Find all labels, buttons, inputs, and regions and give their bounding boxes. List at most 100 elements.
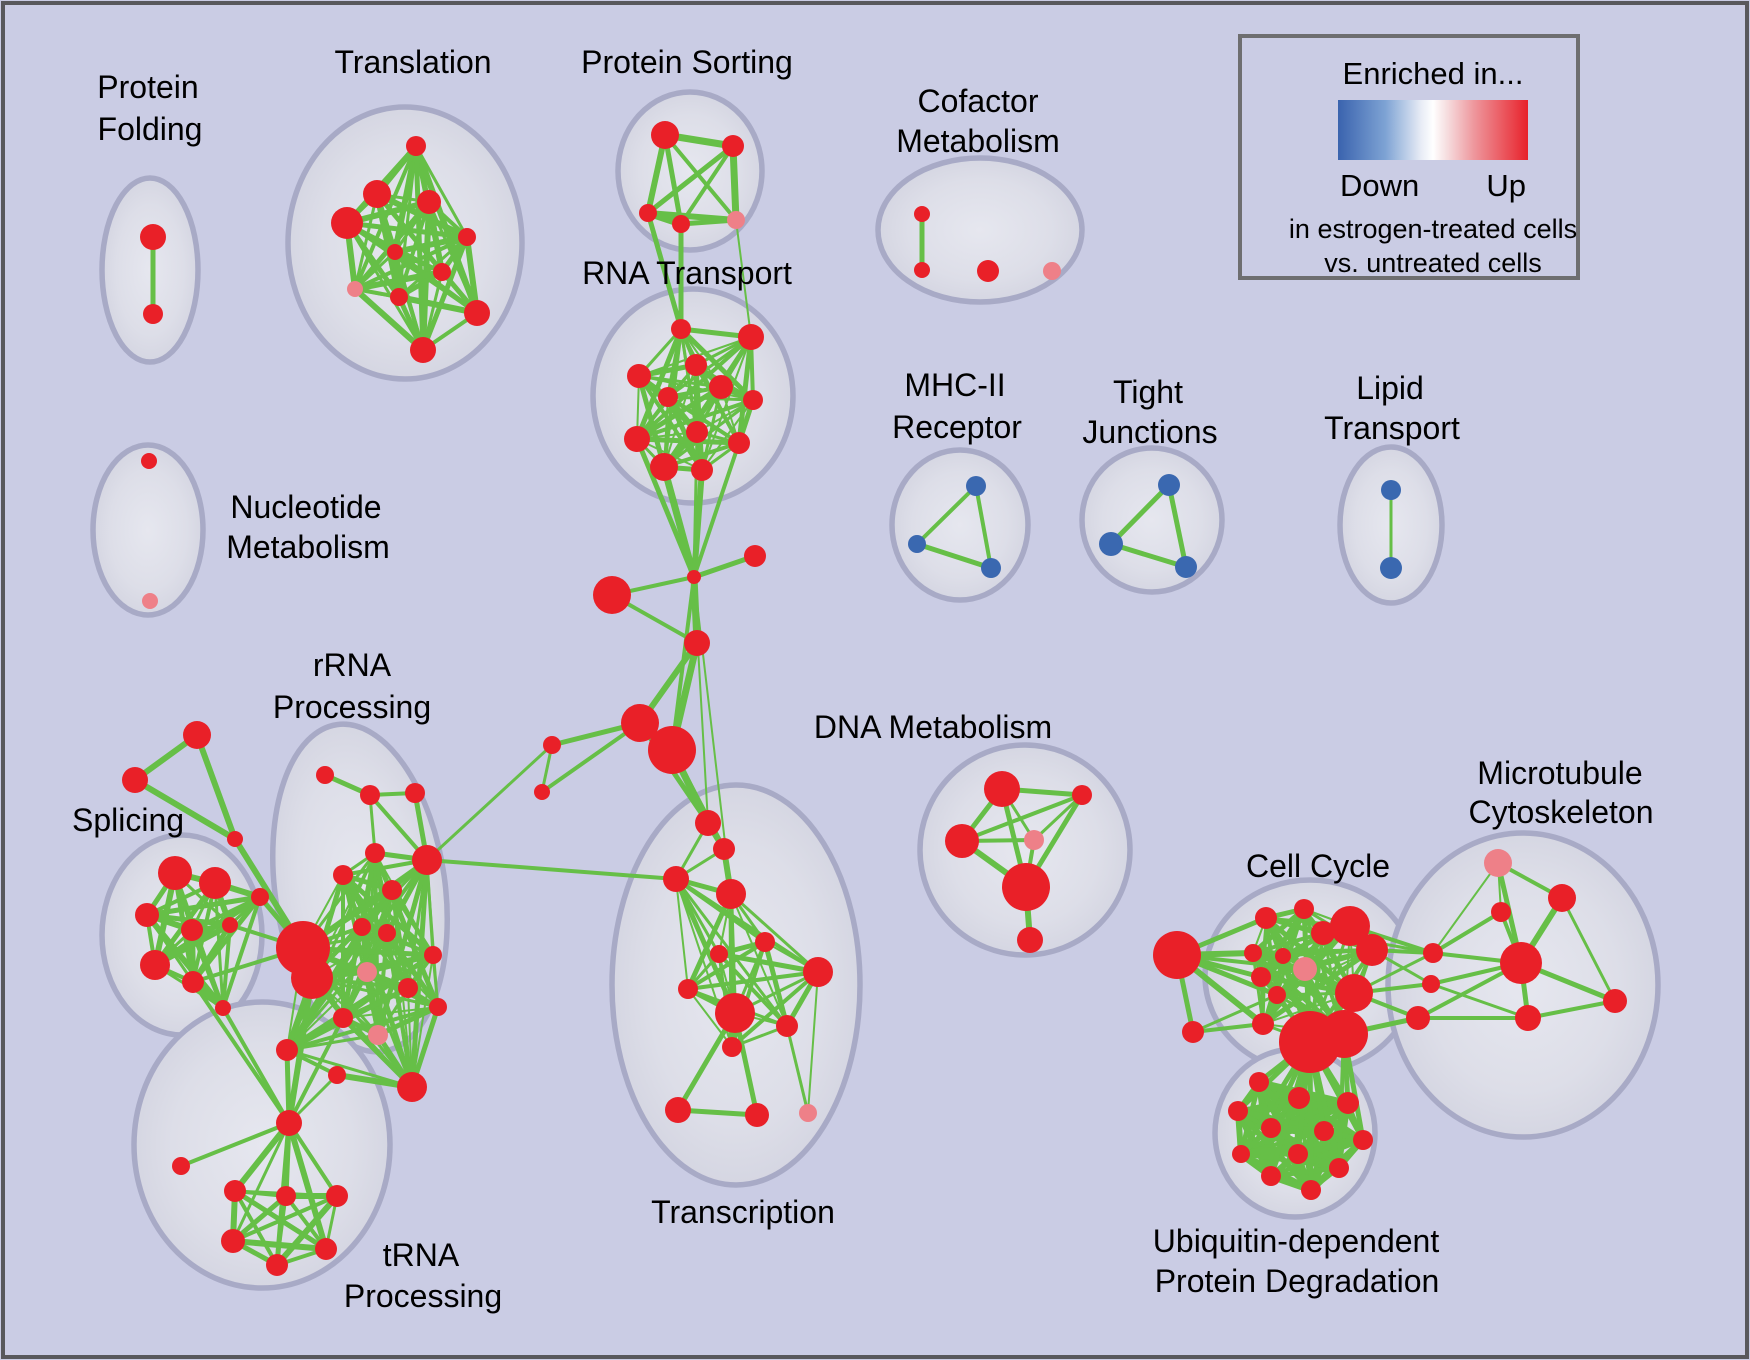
edge-y4-y7 [1250, 906, 1307, 956]
gene-set-node-rr16 [429, 998, 447, 1016]
gene-set-node-t5 [458, 228, 476, 246]
gene-set-node-s2 [199, 867, 231, 899]
edge-mt4-mt5 [1526, 999, 1617, 1020]
gene-set-node-r4 [627, 364, 651, 388]
gene-set-node-s8 [215, 1000, 231, 1016]
edge-tri1-tri3 [194, 732, 238, 842]
edge-rr17-H2 [311, 977, 413, 1088]
edge-t5-t11 [420, 234, 470, 353]
gene-set-node-rr3 [405, 783, 425, 803]
gene-set-node-ct1 [1423, 943, 1443, 963]
gene-set-node-tx5 [755, 932, 775, 952]
cluster-label-tight-junctions-line1: Tight [1113, 374, 1183, 410]
edge-rr12-rr16 [342, 1006, 439, 1019]
gene-set-node-s5 [222, 917, 238, 933]
edge-ct1-mtp [1432, 862, 1499, 954]
gene-set-node-u4 [1228, 1101, 1248, 1121]
gene-set-node-r2 [738, 324, 764, 350]
gene-set-node-tx2 [713, 838, 735, 860]
cluster-label-microtubule-cytoskeleton-line2: Cytoskeleton [1469, 794, 1654, 830]
gene-set-node-rr6 [333, 865, 353, 885]
cluster-label-trna-processing-line1: tRNA [383, 1237, 460, 1273]
edge-tn2-tn5 [284, 1194, 328, 1251]
gene-set-node-r8 [686, 421, 708, 443]
gene-set-node-m1 [966, 476, 986, 496]
cluster-ellipse-trna-processing [131, 999, 393, 1291]
gene-set-node-tn3 [326, 1185, 348, 1207]
gene-set-node-mt4 [1603, 989, 1627, 1013]
edge-c7-rr4 [425, 743, 554, 862]
edge-tn3-tn4 [231, 1194, 339, 1243]
gene-set-node-c5 [621, 704, 659, 742]
legend-gradient-bar [1338, 100, 1528, 160]
gene-set-node-rr5 [365, 843, 385, 863]
cluster-label-translation-line1: Translation [334, 44, 491, 80]
gene-set-node-tn1 [224, 1180, 246, 1202]
gene-set-node-ct2 [1422, 975, 1440, 993]
gene-set-node-tx6 [710, 945, 728, 963]
gene-set-node-r10 [624, 426, 650, 452]
edge-c1-c6 [670, 575, 696, 752]
edge-d2-d4 [1032, 793, 1084, 842]
cluster-label-rrna-processing-line2: Processing [273, 689, 431, 725]
gene-set-node-s6 [140, 950, 170, 980]
cluster-label-protein-folding-line2: Folding [98, 111, 203, 147]
gene-set-node-tx4 [716, 879, 746, 909]
edge-u10-u11 [1268, 1165, 1342, 1179]
edge-tx4-tx7 [685, 891, 734, 992]
gene-set-node-r11 [650, 453, 678, 481]
nodes [122, 121, 1627, 1276]
cluster-label-dna-metabolism-line1: DNA Metabolism [814, 709, 1052, 745]
gene-set-node-d2 [1072, 785, 1092, 805]
gene-set-node-m2 [908, 535, 926, 553]
edge-y2-y14 [1191, 1022, 1265, 1034]
gene-set-node-c4 [684, 630, 710, 656]
gene-set-node-ps5 [727, 211, 745, 229]
gene-set-node-tri2 [122, 767, 148, 793]
edge-r6-r10 [635, 398, 755, 441]
gene-set-node-ps4 [672, 215, 690, 233]
gene-set-node-rr8 [353, 918, 371, 936]
edge-tx12-tx13 [675, 1107, 760, 1118]
edge-rr6-rr15 [340, 872, 436, 958]
edge-tn1-tn6 [233, 1189, 279, 1267]
gene-set-node-tx13 [745, 1103, 769, 1127]
edge-r8-c1 [692, 430, 699, 579]
cluster-label-transcription-line1: Transcription [651, 1194, 835, 1230]
gene-set-node-y7 [1244, 944, 1262, 962]
edge-tnh-rr12 [287, 1016, 345, 1125]
edge-rr15-rr17 [411, 954, 434, 1088]
edge-r4-r12 [637, 374, 704, 472]
gene-set-node-tnh [276, 1110, 302, 1136]
gene-set-node-r1 [671, 319, 691, 339]
gene-set-node-y12 [1335, 974, 1373, 1012]
gene-set-node-m3 [981, 558, 1001, 578]
gene-set-node-d1 [984, 771, 1020, 807]
edge-r7-r9 [666, 395, 741, 445]
cluster-label-protein-folding-line1: Protein [97, 69, 198, 105]
gene-set-node-y4 [1294, 899, 1314, 919]
edge-t3-t11 [345, 221, 425, 352]
edge-tx5-tx10 [762, 939, 790, 1029]
gene-set-node-r6 [743, 390, 763, 410]
gene-set-node-lp2 [1380, 557, 1402, 579]
gene-set-node-mt3 [1500, 942, 1542, 984]
cluster-label-mhc-ii-receptor-line1: MHC-II [904, 367, 1005, 403]
edge-tx5-tx7 [686, 940, 767, 991]
cluster-labels: Protein Folding Translation Protein Sorting… [72, 44, 1654, 1314]
gene-set-node-lp1 [1381, 480, 1401, 500]
cluster-label-nucleotide-metabolism-line2: Metabolism [226, 529, 390, 565]
edge-r2-r9 [736, 334, 754, 446]
edge-ps4-ps5 [678, 217, 739, 227]
gene-set-node-u8 [1232, 1145, 1250, 1163]
gene-set-node-u12 [1301, 1180, 1321, 1200]
edge-r11-c1 [660, 463, 698, 581]
gene-set-node-t1 [406, 136, 426, 156]
edge-tj2-tj3 [1108, 541, 1189, 570]
legend-title: Enriched in... [1343, 56, 1524, 91]
edge-ps2-ps3 [645, 143, 736, 216]
cluster-ellipse-mhc-ii-receptor [889, 447, 1031, 603]
gene-set-node-d3 [945, 824, 979, 858]
gene-set-node-u5 [1261, 1118, 1281, 1138]
edge-ct2-mt5 [1429, 982, 1530, 1020]
